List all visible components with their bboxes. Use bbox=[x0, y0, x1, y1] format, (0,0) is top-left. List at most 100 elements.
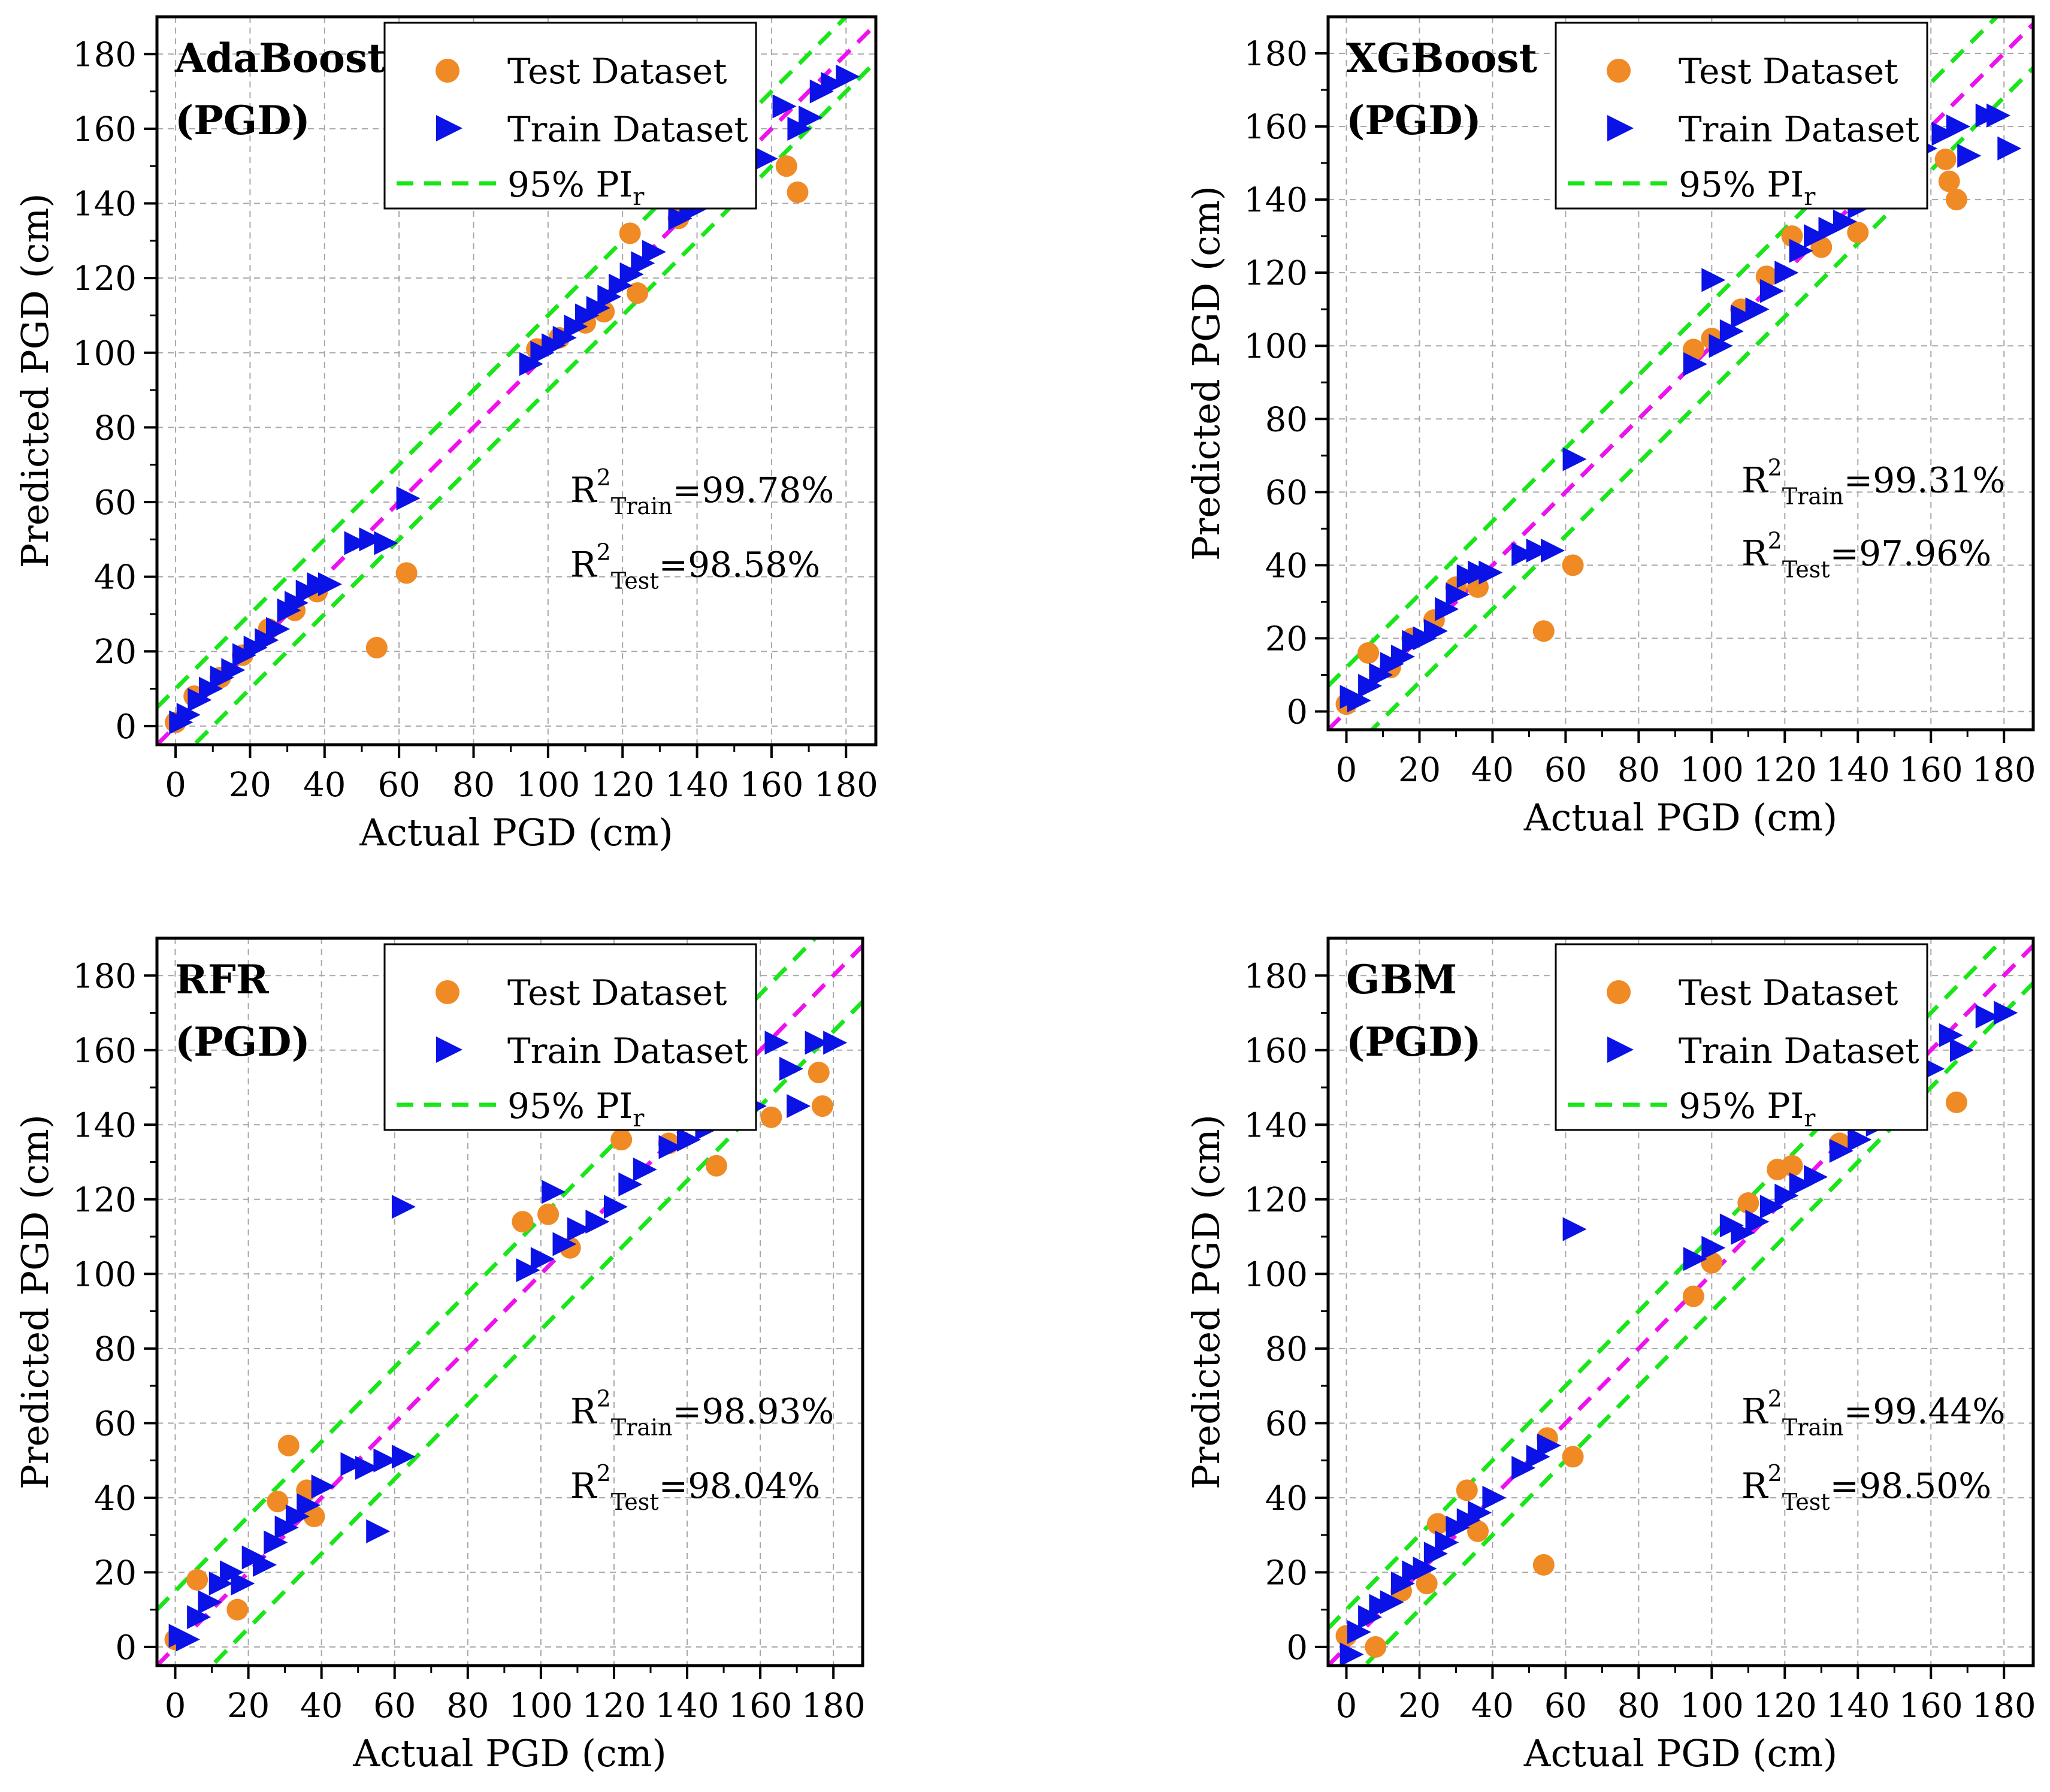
train-point bbox=[1347, 1619, 1371, 1644]
r2-value: =98.04% bbox=[659, 1465, 821, 1506]
y-tick-label: 80 bbox=[1265, 1330, 1308, 1369]
r2-subscript: Train bbox=[611, 1414, 673, 1440]
legend: Test Dataset Train Dataset 95% PIr bbox=[383, 943, 757, 1132]
legend-pi-label: 95% PIr bbox=[1679, 164, 1816, 211]
x-tick-label: 60 bbox=[373, 1687, 416, 1725]
test-point bbox=[277, 1434, 300, 1456]
y-tick-label: 160 bbox=[72, 110, 137, 149]
train-point bbox=[176, 703, 201, 727]
test-point bbox=[226, 1598, 249, 1621]
y-tick-label: 100 bbox=[1244, 327, 1308, 366]
train-point bbox=[297, 1493, 321, 1518]
train-point bbox=[1957, 143, 1982, 168]
x-tick-label: 20 bbox=[1398, 751, 1441, 790]
train-point bbox=[1683, 352, 1707, 376]
train-point bbox=[1804, 1165, 1828, 1189]
legend: Test Dataset Train Dataset 95% PIr bbox=[1555, 943, 1928, 1132]
y-tick-label: 20 bbox=[1265, 1554, 1308, 1592]
train-point bbox=[1446, 582, 1470, 607]
r2-value: =99.31% bbox=[1844, 460, 2006, 500]
chart-subtitle: (PGD) bbox=[1346, 1019, 1481, 1065]
train-point bbox=[642, 240, 666, 264]
train-point bbox=[373, 1448, 398, 1473]
train-point bbox=[340, 1452, 365, 1476]
train-point bbox=[1719, 319, 1744, 343]
legend-train-label: Train Dataset bbox=[507, 109, 748, 150]
train-point bbox=[1946, 114, 1970, 139]
x-tick-label: 20 bbox=[1398, 1687, 1441, 1725]
train-point bbox=[1347, 688, 1371, 713]
y-tick-label: 40 bbox=[1265, 1479, 1308, 1518]
chart-panel-4: 0 20 40 60 80 100 120 140 160 1800204060801001201… bbox=[1184, 936, 2036, 1775]
train-point bbox=[1526, 538, 1550, 563]
legend-pi-label: 95% PIr bbox=[1679, 1086, 1816, 1132]
test-point bbox=[1456, 1479, 1478, 1501]
train-point bbox=[1997, 136, 2022, 161]
train-point bbox=[779, 1056, 803, 1081]
train-point bbox=[1975, 1004, 2000, 1029]
train-point bbox=[231, 1572, 255, 1596]
legend-box bbox=[383, 943, 757, 1131]
r2-train-annotation: R2Train=99.78% bbox=[570, 464, 834, 519]
r2-letter: R bbox=[570, 1465, 598, 1506]
train-point bbox=[658, 1135, 683, 1159]
train-point bbox=[1731, 1220, 1755, 1245]
test-point bbox=[1416, 1573, 1438, 1595]
train-point bbox=[344, 531, 368, 555]
y-tick-label: 180 bbox=[1244, 35, 1308, 74]
x-tick-label: 40 bbox=[1471, 751, 1514, 790]
test-point bbox=[775, 155, 797, 177]
train-point bbox=[1789, 1172, 1813, 1196]
r2-value: =97.96% bbox=[1830, 533, 1992, 573]
r2-subscript: Train bbox=[611, 493, 673, 519]
train-point bbox=[764, 1031, 789, 1055]
train-point bbox=[677, 1128, 702, 1152]
legend-box bbox=[1555, 943, 1928, 1131]
train-point bbox=[1833, 209, 1857, 234]
y-tick-label: 140 bbox=[72, 185, 137, 224]
x-axis-label: Actual PGD (cm) bbox=[1523, 1731, 1837, 1775]
legend-train-marker bbox=[436, 1036, 462, 1063]
x-tick-label: 80 bbox=[452, 766, 495, 805]
train-point bbox=[359, 527, 383, 552]
r2-letter: R bbox=[570, 1391, 598, 1431]
r2-subscript: Test bbox=[611, 1489, 659, 1515]
legend-train-label: Train Dataset bbox=[507, 1031, 748, 1071]
train-point bbox=[585, 1210, 610, 1234]
train-point bbox=[1789, 238, 1813, 263]
r2-superscript: 2 bbox=[1768, 1385, 1782, 1412]
r2-train-annotation: R2Train=99.44% bbox=[1741, 1385, 2005, 1440]
x-tick-label: 20 bbox=[227, 1687, 270, 1725]
r2-letter: R bbox=[570, 470, 598, 510]
legend-test-marker bbox=[1607, 59, 1631, 83]
r2-subscript: Train bbox=[1782, 1414, 1844, 1440]
y-tick-label: 100 bbox=[72, 334, 137, 373]
train-point bbox=[366, 1519, 391, 1543]
x-tick-label: 160 bbox=[1899, 1687, 1963, 1725]
x-tick-label: 160 bbox=[739, 766, 803, 805]
x-tick-label: 140 bbox=[1826, 1687, 1890, 1725]
x-tick-label: 120 bbox=[591, 766, 655, 805]
test-point bbox=[1682, 1285, 1704, 1307]
chart-title: RFR bbox=[175, 956, 270, 1003]
train-point bbox=[311, 1474, 335, 1499]
y-axis-label: Predicted PGD (cm) bbox=[13, 194, 57, 569]
train-point bbox=[805, 1031, 829, 1055]
r2-value: =98.50% bbox=[1830, 1465, 1992, 1506]
chart-panel-2: 0 20 40 60 80 100 120 140 160 1800204060801001201… bbox=[1184, 15, 2036, 839]
r2-train-annotation: R2Train=98.93% bbox=[570, 1385, 834, 1440]
test-point bbox=[1562, 554, 1584, 576]
y-tick-label: 80 bbox=[94, 409, 137, 448]
train-point bbox=[1390, 644, 1415, 669]
legend-pi-label: 95% PIr bbox=[507, 1086, 645, 1132]
x-axis-label: Actual PGD (cm) bbox=[1523, 796, 1837, 839]
train-point bbox=[1745, 1210, 1770, 1234]
legend-pi-subscript: r bbox=[633, 183, 645, 211]
train-point bbox=[787, 1094, 811, 1119]
plot-frame bbox=[1326, 936, 2035, 1667]
legend-pi-main: 95% PI bbox=[1679, 1086, 1804, 1126]
r2-subscript: Train bbox=[1782, 483, 1844, 509]
x-tick-label: 0 bbox=[165, 1687, 186, 1725]
y-axis-label: Predicted PGD (cm) bbox=[1184, 1114, 1228, 1489]
y-tick-label: 120 bbox=[72, 259, 137, 298]
